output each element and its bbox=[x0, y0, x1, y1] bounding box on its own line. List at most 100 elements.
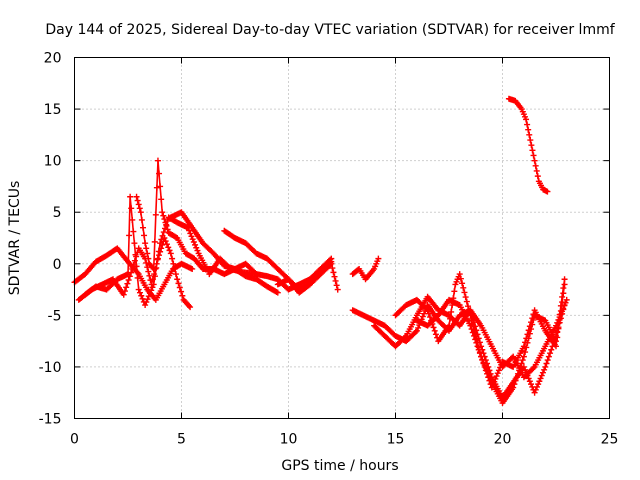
data-point bbox=[186, 227, 193, 234]
data-point bbox=[157, 183, 164, 190]
data-point bbox=[533, 383, 540, 390]
data-point bbox=[563, 296, 570, 303]
data-point bbox=[528, 381, 535, 388]
data-point bbox=[538, 372, 545, 379]
data-point bbox=[534, 173, 541, 180]
data-point bbox=[415, 324, 422, 331]
data-point bbox=[126, 232, 133, 239]
data-point bbox=[143, 299, 150, 306]
data-point bbox=[141, 232, 148, 239]
data-point bbox=[188, 233, 195, 240]
y-tick-label: 15 bbox=[44, 102, 62, 118]
data-point bbox=[160, 229, 167, 236]
data-point bbox=[476, 350, 483, 357]
y-tick-label: -5 bbox=[48, 308, 62, 324]
data-point bbox=[482, 365, 489, 372]
data-point bbox=[134, 197, 141, 204]
data-point bbox=[130, 228, 137, 235]
data-point bbox=[174, 276, 181, 283]
data-point bbox=[138, 216, 145, 223]
data-point bbox=[155, 248, 162, 255]
data-point bbox=[448, 308, 455, 315]
y-tick-labels: 20 15 10 5 0 -5 -10 -15 bbox=[39, 51, 62, 428]
data-point bbox=[468, 326, 475, 333]
data-point bbox=[172, 271, 179, 278]
data-point bbox=[179, 292, 186, 299]
data-point bbox=[426, 314, 433, 321]
data-point bbox=[330, 269, 337, 276]
data-point bbox=[151, 273, 158, 280]
data-point bbox=[494, 370, 501, 377]
x-tick-label: 0 bbox=[70, 432, 79, 448]
data-point bbox=[529, 147, 536, 154]
data-point bbox=[526, 378, 533, 385]
data-point bbox=[523, 369, 530, 376]
data-point bbox=[152, 211, 159, 218]
data-point bbox=[176, 284, 183, 291]
data-point bbox=[468, 316, 475, 323]
data-point bbox=[535, 381, 542, 388]
data-point bbox=[331, 273, 338, 280]
data-point bbox=[525, 335, 532, 342]
data-point bbox=[137, 209, 144, 216]
data-point bbox=[144, 296, 151, 303]
data-point bbox=[541, 366, 548, 373]
data-point bbox=[129, 216, 136, 223]
data-point bbox=[138, 292, 145, 299]
data-point bbox=[542, 363, 549, 370]
data-point bbox=[157, 240, 164, 247]
data-point bbox=[556, 311, 563, 318]
data-point bbox=[329, 265, 336, 272]
data-point bbox=[460, 284, 467, 291]
x-tick-label: 25 bbox=[601, 432, 619, 448]
data-point bbox=[154, 157, 161, 164]
data-point bbox=[487, 376, 494, 383]
data-point bbox=[561, 276, 568, 283]
data-point bbox=[457, 275, 464, 282]
data-point bbox=[135, 201, 142, 208]
data-point bbox=[156, 170, 163, 177]
data-point bbox=[518, 360, 525, 367]
data-point bbox=[159, 209, 166, 216]
data-point bbox=[430, 324, 437, 331]
data-point bbox=[145, 293, 152, 300]
y-tick-label: -10 bbox=[39, 360, 62, 376]
plot-frame bbox=[74, 57, 610, 419]
data-point bbox=[142, 240, 149, 247]
data-point bbox=[328, 258, 335, 265]
x-tick-label: 10 bbox=[280, 432, 298, 448]
data-point bbox=[425, 310, 432, 317]
x-tick-label: 15 bbox=[387, 432, 405, 448]
data-point bbox=[165, 244, 172, 251]
data-point bbox=[524, 121, 531, 128]
data-point bbox=[526, 330, 533, 337]
data-point bbox=[512, 377, 519, 384]
data-point bbox=[530, 365, 537, 372]
data-point bbox=[150, 265, 157, 272]
data-point bbox=[185, 302, 192, 309]
data-point bbox=[143, 259, 150, 266]
x-tick-label: 5 bbox=[177, 432, 186, 448]
data-point bbox=[149, 264, 156, 271]
data-point bbox=[544, 188, 551, 195]
data-point bbox=[125, 271, 131, 278]
data-point bbox=[485, 370, 492, 377]
data-point bbox=[131, 240, 138, 247]
data-point bbox=[536, 378, 543, 385]
x-axis-label: GPS time / hours bbox=[281, 458, 398, 474]
data-point bbox=[523, 116, 530, 123]
data-point bbox=[127, 193, 134, 200]
data-point bbox=[187, 230, 194, 237]
y-tick-label: 0 bbox=[53, 257, 62, 273]
data-point bbox=[167, 250, 174, 257]
data-point bbox=[530, 316, 537, 323]
data-point bbox=[192, 241, 199, 248]
data-point bbox=[514, 370, 521, 377]
data-point bbox=[147, 290, 154, 297]
data-point bbox=[548, 346, 555, 353]
data-point bbox=[125, 276, 132, 283]
data-point bbox=[163, 222, 170, 229]
data-point bbox=[423, 306, 430, 313]
x-tick-labels: 0 5 10 15 20 25 bbox=[70, 432, 618, 448]
